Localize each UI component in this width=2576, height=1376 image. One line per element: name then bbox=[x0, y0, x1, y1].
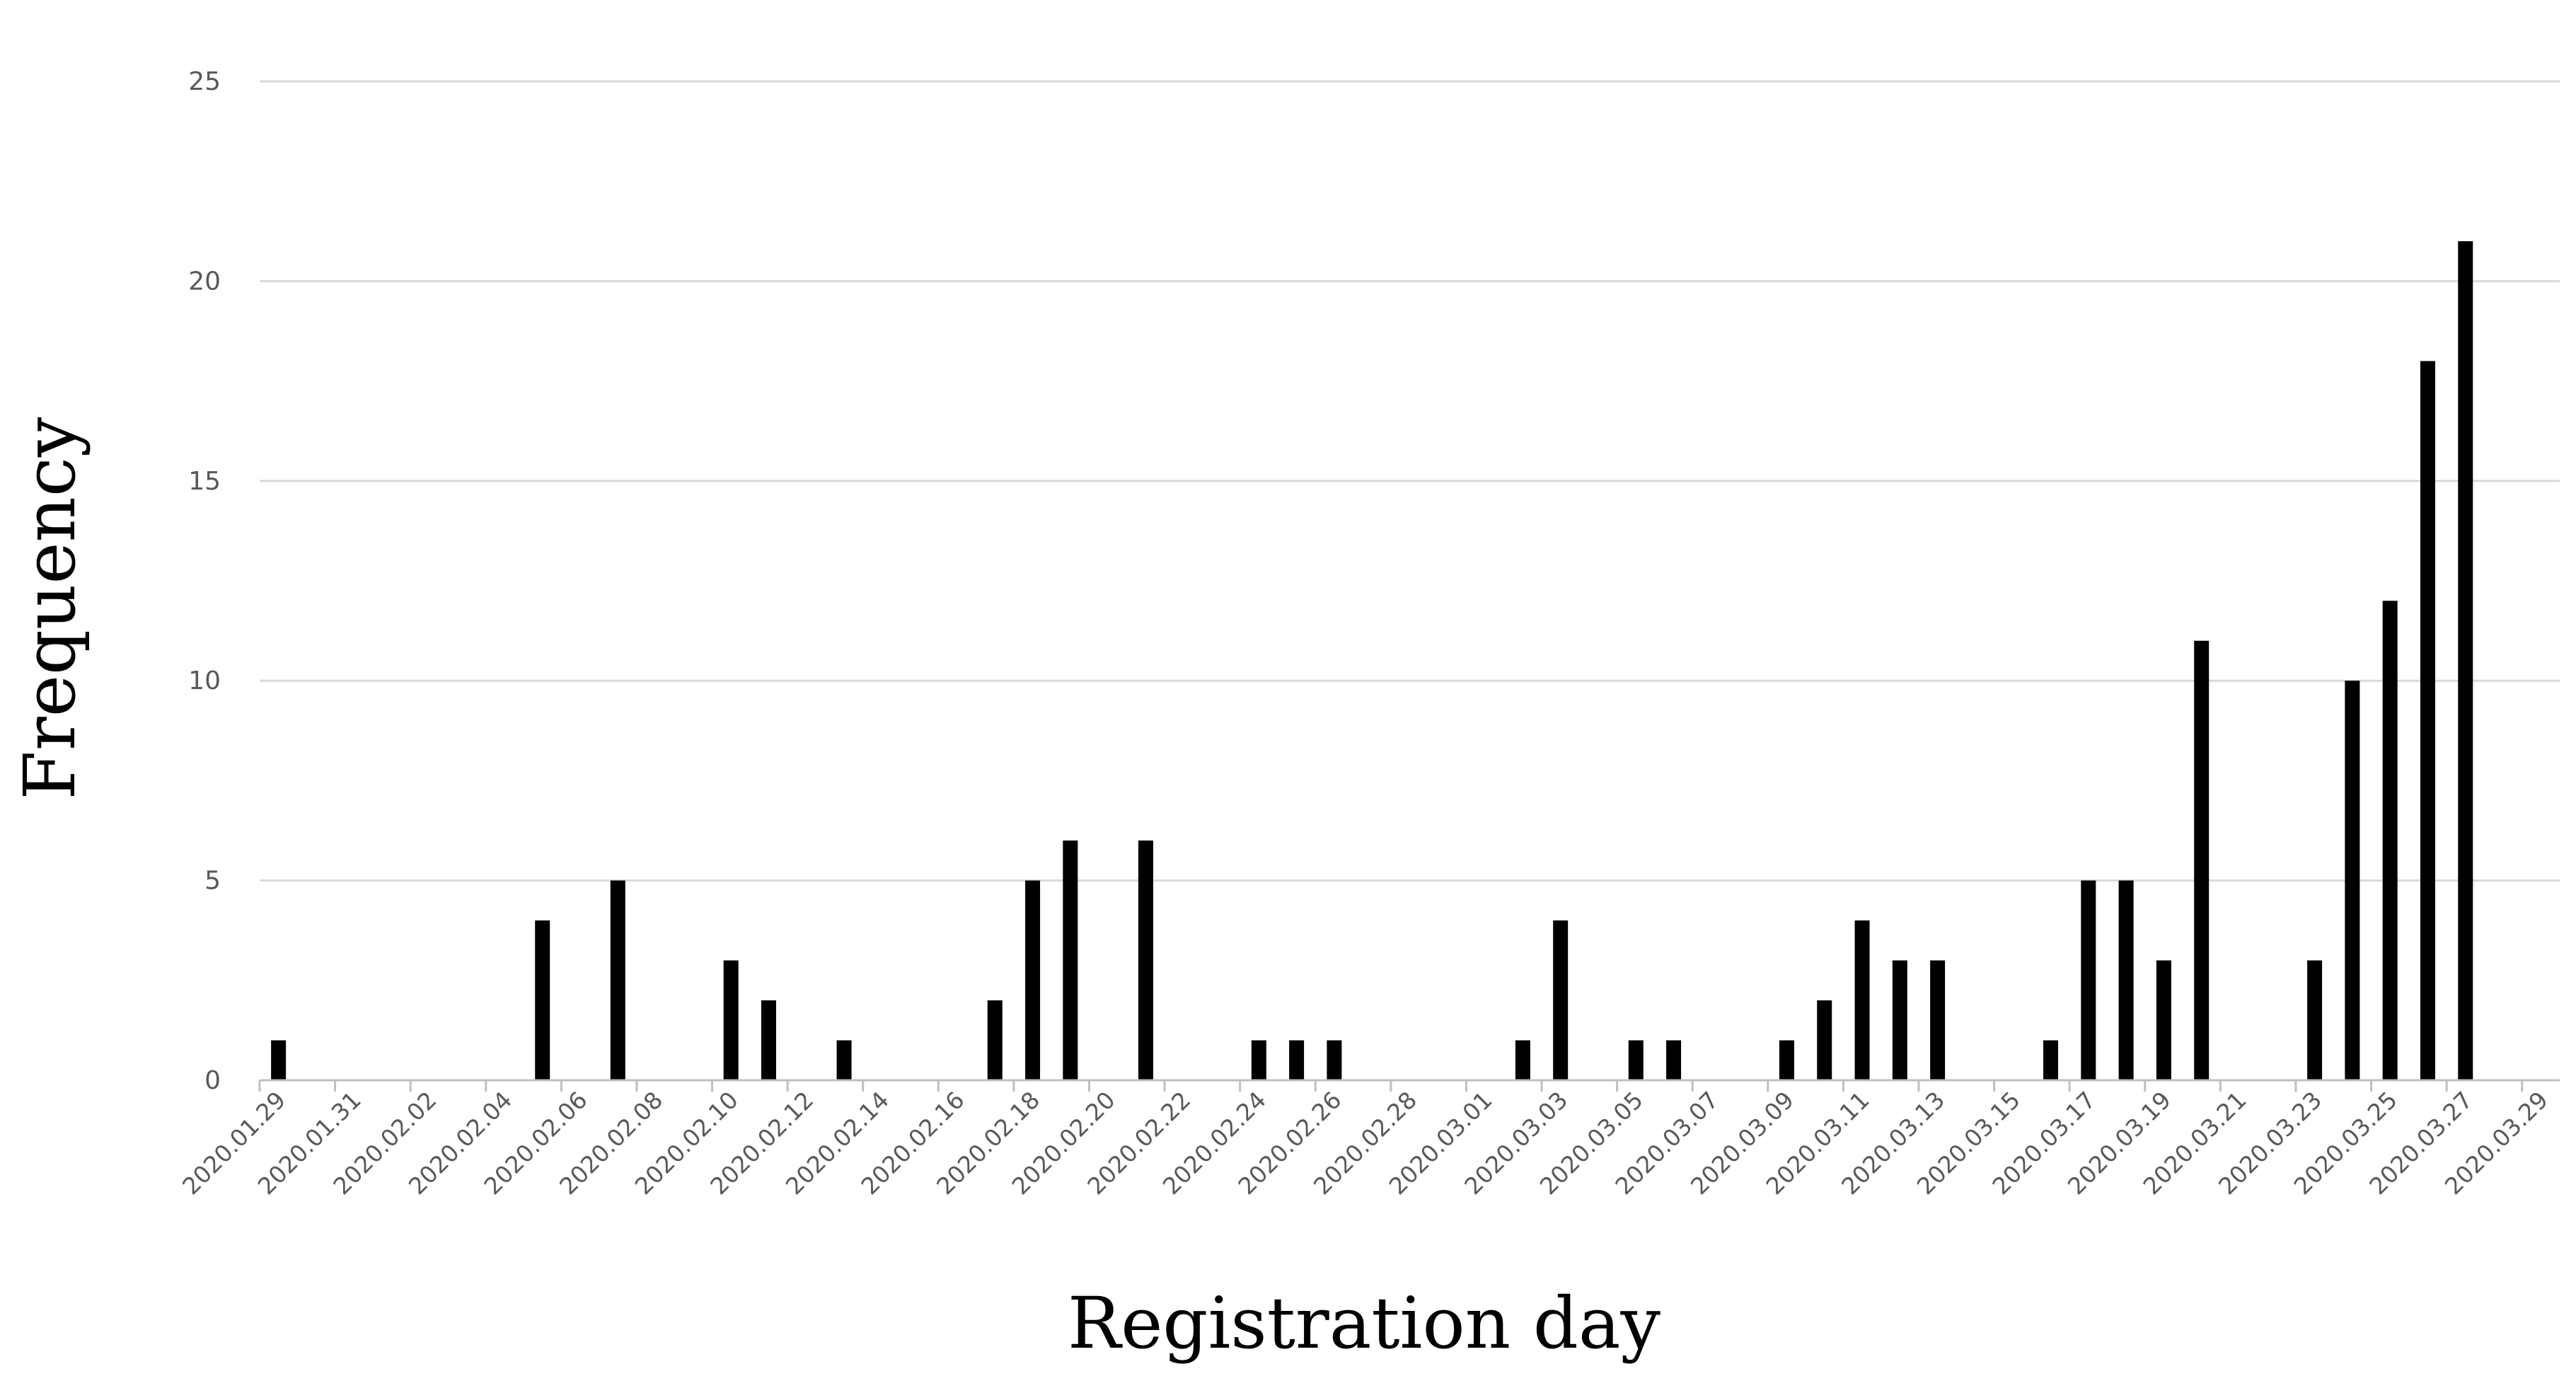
bar-2020.03.09 bbox=[1779, 1040, 1794, 1080]
bar-2020.02.17 bbox=[987, 1000, 1003, 1080]
bar-2020.02.26 bbox=[1327, 1040, 1342, 1080]
bars bbox=[271, 241, 2473, 1080]
gridlines bbox=[260, 80, 2560, 882]
bar-2020.03.23 bbox=[2307, 960, 2323, 1080]
x-axis-ticks: 2020.01.292020.01.312020.02.022020.02.04… bbox=[177, 1080, 2553, 1200]
bar-2020.01.29 bbox=[271, 1040, 287, 1080]
bar-2020.03.17 bbox=[2081, 880, 2096, 1080]
y-axis-ticks: 0 5 10 15 20 25 bbox=[188, 67, 221, 1095]
bar-2020.02.07 bbox=[610, 880, 625, 1080]
bar-2020.02.18 bbox=[1025, 880, 1041, 1080]
bar-2020.03.02 bbox=[1515, 1040, 1530, 1080]
y-tick-label: 15 bbox=[188, 467, 221, 496]
bar-2020.03.27 bbox=[2458, 241, 2473, 1080]
bar-2020.03.25 bbox=[2382, 601, 2398, 1080]
bar-2020.03.05 bbox=[1628, 1040, 1644, 1080]
bar-2020.03.19 bbox=[2156, 960, 2171, 1080]
y-tick-label: 0 bbox=[204, 1066, 221, 1095]
bar-2020.03.24 bbox=[2345, 681, 2360, 1080]
bar-2020.02.13 bbox=[836, 1040, 852, 1080]
x-axis-title: Registration day bbox=[1068, 1282, 1661, 1365]
bar-2020.03.13 bbox=[1930, 960, 1946, 1080]
y-tick-label: 20 bbox=[188, 267, 221, 296]
bar-2020.03.26 bbox=[2420, 361, 2435, 1080]
bar-2020.02.05 bbox=[535, 920, 550, 1080]
bar-2020.02.24 bbox=[1251, 1040, 1266, 1080]
bar-2020.03.10 bbox=[1817, 1000, 1832, 1080]
bar-2020.02.10 bbox=[723, 960, 739, 1080]
y-tick-label: 5 bbox=[204, 867, 221, 896]
bar-2020.03.11 bbox=[1854, 920, 1870, 1080]
y-tick-label: 25 bbox=[188, 67, 221, 96]
y-tick-label: 10 bbox=[188, 666, 221, 695]
bar-2020.02.21 bbox=[1138, 840, 1153, 1080]
bar-2020.03.18 bbox=[2118, 880, 2134, 1080]
bar-2020.02.19 bbox=[1063, 840, 1078, 1080]
bar-2020.02.25 bbox=[1289, 1040, 1305, 1080]
y-axis-title: Frequency bbox=[8, 417, 91, 799]
bar-2020.03.20 bbox=[2194, 640, 2210, 1080]
bar-2020.02.11 bbox=[761, 1000, 776, 1080]
bar-2020.03.16 bbox=[2043, 1040, 2059, 1080]
bar-2020.03.03 bbox=[1553, 920, 1569, 1080]
bar-2020.03.06 bbox=[1666, 1040, 1682, 1080]
bar-2020.03.12 bbox=[1892, 960, 1907, 1080]
